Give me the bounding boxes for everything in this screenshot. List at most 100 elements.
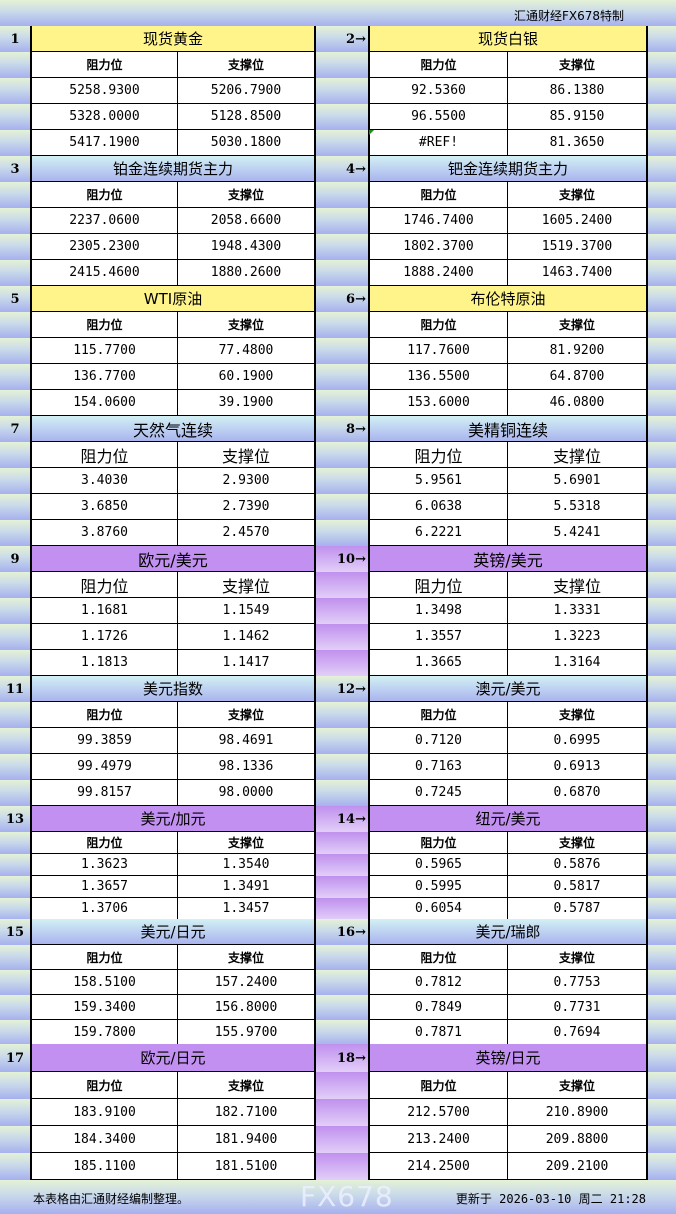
resistance-value[interactable]: 92.5360: [368, 78, 508, 104]
support-value[interactable]: 2.4570: [178, 520, 316, 546]
support-value[interactable]: 1519.3700: [508, 234, 648, 260]
resistance-value[interactable]: 1.3557: [368, 624, 508, 650]
instrument-title-left[interactable]: 天然气连续: [30, 416, 316, 442]
support-value[interactable]: 157.2400: [178, 970, 316, 995]
resistance-value[interactable]: 0.6054: [368, 898, 508, 920]
support-value[interactable]: 2058.6600: [178, 208, 316, 234]
instrument-title-right[interactable]: 英镑/美元: [368, 546, 648, 572]
resistance-value[interactable]: 6.0638: [368, 494, 508, 520]
resistance-value[interactable]: 213.2400: [368, 1126, 508, 1153]
support-value[interactable]: 155.9700: [178, 1020, 316, 1045]
support-value[interactable]: 98.1336: [178, 754, 316, 780]
support-value[interactable]: 2.7390: [178, 494, 316, 520]
support-value[interactable]: 1.3540: [178, 854, 316, 876]
resistance-value[interactable]: 183.9100: [30, 1099, 178, 1126]
support-value[interactable]: 1.1417: [178, 650, 316, 676]
support-value[interactable]: 0.7731: [508, 995, 648, 1020]
instrument-title-left[interactable]: 铂金连续期货主力: [30, 156, 316, 182]
resistance-value[interactable]: 5328.0000: [30, 104, 178, 130]
resistance-value[interactable]: 99.3859: [30, 728, 178, 754]
support-value[interactable]: 81.3650: [508, 130, 648, 156]
resistance-value[interactable]: 0.7120: [368, 728, 508, 754]
support-value[interactable]: 1.3491: [178, 876, 316, 898]
resistance-value[interactable]: 3.8760: [30, 520, 178, 546]
resistance-value[interactable]: 3.6850: [30, 494, 178, 520]
support-value[interactable]: 1.1462: [178, 624, 316, 650]
resistance-value[interactable]: 0.7163: [368, 754, 508, 780]
support-value[interactable]: 1.1549: [178, 598, 316, 624]
support-value[interactable]: 0.5876: [508, 854, 648, 876]
error-indicator-icon[interactable]: [369, 130, 374, 135]
resistance-value[interactable]: 0.5965: [368, 854, 508, 876]
instrument-title-left[interactable]: 美元/加元: [30, 806, 316, 832]
resistance-value[interactable]: 0.7245: [368, 780, 508, 806]
instrument-title-left[interactable]: 美元指数: [30, 676, 316, 702]
support-value[interactable]: 156.8000: [178, 995, 316, 1020]
support-value[interactable]: 182.7100: [178, 1099, 316, 1126]
resistance-value[interactable]: 159.7800: [30, 1020, 178, 1045]
resistance-value[interactable]: 0.7849: [368, 995, 508, 1020]
support-value[interactable]: 77.4800: [178, 338, 316, 364]
resistance-value[interactable]: 1.3623: [30, 854, 178, 876]
resistance-value[interactable]: 1.3706: [30, 898, 178, 920]
instrument-title-left[interactable]: 欧元/美元: [30, 546, 316, 572]
resistance-value[interactable]: 1.1726: [30, 624, 178, 650]
support-value[interactable]: 210.8900: [508, 1099, 648, 1126]
support-value[interactable]: 0.5787: [508, 898, 648, 920]
resistance-value[interactable]: 184.3400: [30, 1126, 178, 1153]
support-value[interactable]: 0.7753: [508, 970, 648, 995]
support-value[interactable]: 85.9150: [508, 104, 648, 130]
resistance-value[interactable]: 3.4030: [30, 468, 178, 494]
resistance-value[interactable]: 99.4979: [30, 754, 178, 780]
resistance-value[interactable]: 212.5700: [368, 1099, 508, 1126]
resistance-value[interactable]: 115.7700: [30, 338, 178, 364]
support-value[interactable]: 0.7694: [508, 1020, 648, 1045]
instrument-title-left[interactable]: 欧元/日元: [30, 1044, 316, 1072]
support-value[interactable]: 1.3331: [508, 598, 648, 624]
support-value[interactable]: 39.1900: [178, 390, 316, 416]
resistance-value[interactable]: 1.3665: [368, 650, 508, 676]
resistance-value[interactable]: 159.3400: [30, 995, 178, 1020]
instrument-title-left[interactable]: WTI原油: [30, 286, 316, 312]
resistance-value[interactable]: 1.1681: [30, 598, 178, 624]
support-value[interactable]: 0.6913: [508, 754, 648, 780]
support-value[interactable]: 1605.2400: [508, 208, 648, 234]
resistance-value[interactable]: 1746.7400: [368, 208, 508, 234]
instrument-title-right[interactable]: 纽元/美元: [368, 806, 648, 832]
support-value[interactable]: 98.0000: [178, 780, 316, 806]
resistance-value[interactable]: 136.5500: [368, 364, 508, 390]
resistance-value[interactable]: 2237.0600: [30, 208, 178, 234]
resistance-value[interactable]: 1.3498: [368, 598, 508, 624]
resistance-value[interactable]: 2415.4600: [30, 260, 178, 286]
instrument-title-right[interactable]: 钯金连续期货主力: [368, 156, 648, 182]
resistance-value[interactable]: 185.1100: [30, 1153, 178, 1180]
support-value[interactable]: 1.3223: [508, 624, 648, 650]
instrument-title-right[interactable]: 美精铜连续: [368, 416, 648, 442]
support-value[interactable]: 209.2100: [508, 1153, 648, 1180]
support-value[interactable]: 60.1900: [178, 364, 316, 390]
support-value[interactable]: 5.6901: [508, 468, 648, 494]
instrument-title-right[interactable]: 英镑/日元: [368, 1044, 648, 1072]
support-value[interactable]: 5.5318: [508, 494, 648, 520]
resistance-value[interactable]: 0.7812: [368, 970, 508, 995]
resistance-value[interactable]: 2305.2300: [30, 234, 178, 260]
support-value[interactable]: 0.6995: [508, 728, 648, 754]
resistance-value[interactable]: 117.7600: [368, 338, 508, 364]
instrument-title-right[interactable]: 美元/瑞郎: [368, 919, 648, 945]
support-value[interactable]: 5128.8500: [178, 104, 316, 130]
instrument-title-right[interactable]: 澳元/美元: [368, 676, 648, 702]
resistance-value[interactable]: 5417.1900: [30, 130, 178, 156]
resistance-value[interactable]: 6.2221: [368, 520, 508, 546]
support-value[interactable]: 1948.4300: [178, 234, 316, 260]
support-value[interactable]: 46.0800: [508, 390, 648, 416]
resistance-value[interactable]: 1.3657: [30, 876, 178, 898]
resistance-value[interactable]: 154.0600: [30, 390, 178, 416]
support-value[interactable]: 209.8800: [508, 1126, 648, 1153]
resistance-value[interactable]: 0.5995: [368, 876, 508, 898]
support-value[interactable]: 5.4241: [508, 520, 648, 546]
resistance-value[interactable]: 158.5100: [30, 970, 178, 995]
support-value[interactable]: 86.1380: [508, 78, 648, 104]
support-value[interactable]: 1.3457: [178, 898, 316, 920]
support-value[interactable]: 64.8700: [508, 364, 648, 390]
support-value[interactable]: 1463.7400: [508, 260, 648, 286]
